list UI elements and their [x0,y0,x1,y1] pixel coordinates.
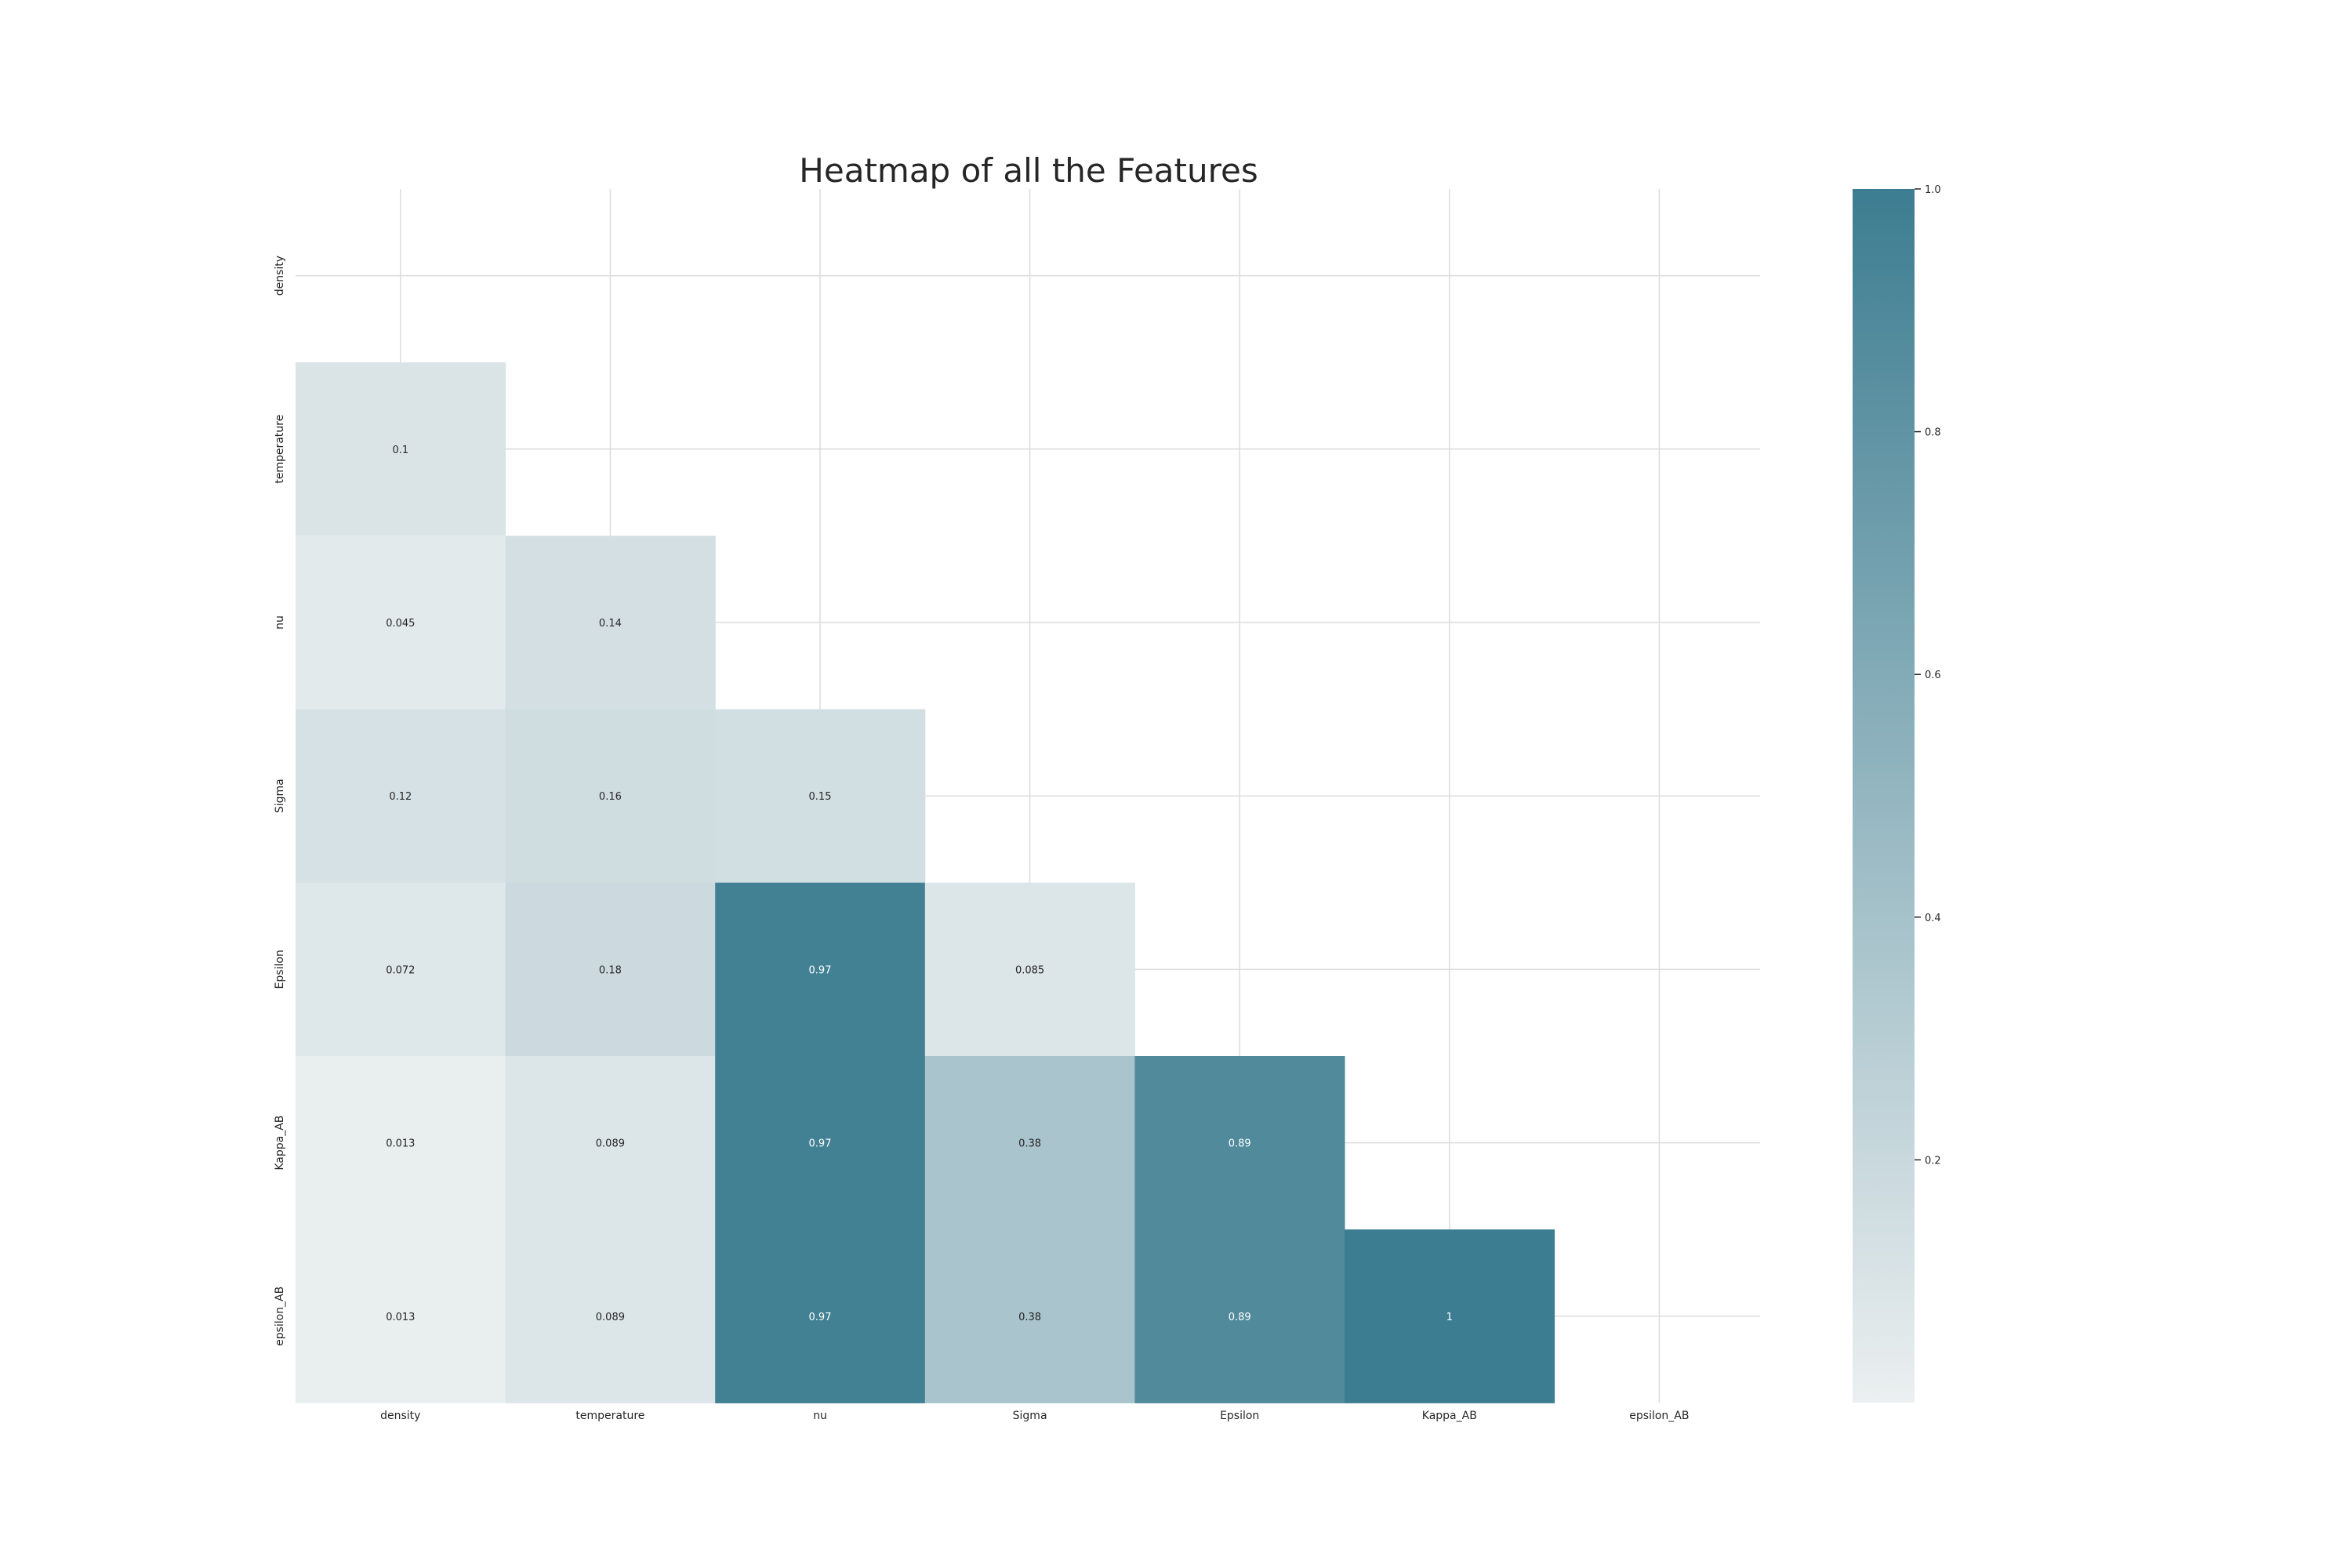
colorbar-ticks: 0.2 0.4 0.6 0.8 1.0 [1915,184,1941,1167]
colorbar-tick-label: 1.0 [1925,184,1941,196]
cell-value-label: 0.15 [809,791,832,803]
cell-value-label: 0.16 [599,791,622,803]
heatmap-cell [296,709,506,884]
colorbar-tick-label: 0.4 [1925,913,1941,924]
y-tick-label: Kappa_AB [274,1116,286,1171]
heatmap-cells [296,362,1555,1403]
heatmap-cell [505,709,716,884]
chart-title: Heatmap of all the Features [799,151,1258,190]
cell-value-label: 0.013 [386,1138,415,1150]
heatmap-cell [296,882,506,1057]
heatmap-cell [505,882,716,1057]
x-tick-label: Epsilon [1220,1410,1259,1422]
y-tick-labels: density temperature nu Sigma Epsilon Kappa_AB… [274,256,286,1346]
heatmap-cell [505,1229,716,1403]
colorbar-tick-label: 0.2 [1925,1155,1941,1167]
heatmap-cell [505,535,716,710]
heatmap-cell [296,1229,506,1403]
heatmap-cell [296,1056,506,1230]
cell-value-label: 0.089 [596,1138,625,1150]
colorbar-tick-label: 0.8 [1925,427,1941,439]
cell-value-label: 0.38 [1018,1138,1041,1150]
cell-value-label: 0.97 [809,1138,832,1150]
cell-value-label: 1 [1446,1312,1453,1323]
cell-value-label: 0.089 [596,1312,625,1323]
cell-value-label: 0.38 [1018,1312,1041,1323]
cell-value-label: 0.072 [386,964,415,976]
cell-value-label: 0.013 [386,1312,415,1323]
heatmap-cell [296,362,506,536]
y-tick-label: nu [274,615,286,630]
heatmap-cell [924,1056,1135,1230]
x-tick-label: density [380,1410,420,1422]
y-tick-label: epsilon_AB [274,1287,286,1346]
heatmap-cell [1134,1056,1345,1230]
y-tick-label: Epsilon [274,949,286,989]
cell-value-label: 0.1 [392,445,408,456]
cell-labels: 0.1 0.045 0.14 0.12 0.16 0.15 0.072 0.18 0.97 0.0… [386,445,1453,1323]
cell-value-label: 0.89 [1229,1312,1251,1323]
heatmap-cell [715,882,926,1057]
x-tick-label: temperature [575,1410,644,1422]
colorbar-tick-label: 0.6 [1925,670,1941,681]
heatmap-cell [924,882,1135,1057]
heatmap-cell [1134,1229,1345,1403]
heatmap-cell [924,1229,1135,1403]
cell-value-label: 0.12 [389,791,412,803]
cell-value-label: 0.89 [1229,1138,1251,1150]
heatmap-cell [296,535,506,710]
heatmap-cell [715,1229,926,1403]
cell-value-label: 0.045 [386,618,415,630]
cell-value-label: 0.18 [599,964,622,976]
x-tick-label: epsilon_AB [1629,1410,1689,1422]
y-tick-label: temperature [274,415,286,484]
x-tick-label: Kappa_AB [1422,1410,1477,1422]
heatmap-cell [715,1056,926,1230]
y-tick-label: Sigma [274,779,286,813]
colorbar: 0.2 0.4 0.6 0.8 1.0 [1853,184,1941,1403]
heatmap-cell [1345,1229,1555,1403]
heatmap-cell [505,1056,716,1230]
colorbar-gradient [1853,189,1915,1403]
cell-value-label: 0.97 [809,1312,832,1323]
cell-value-label: 0.14 [599,618,622,630]
x-tick-label: Sigma [1013,1410,1047,1422]
y-tick-label: density [274,256,286,296]
cell-value-label: 0.085 [1015,964,1044,976]
heatmap-cell [715,709,926,884]
cell-value-label: 0.97 [809,964,832,976]
x-tick-labels: density temperature nu Sigma Epsilon Kappa_AB… [380,1410,1689,1422]
x-tick-label: nu [813,1410,827,1422]
